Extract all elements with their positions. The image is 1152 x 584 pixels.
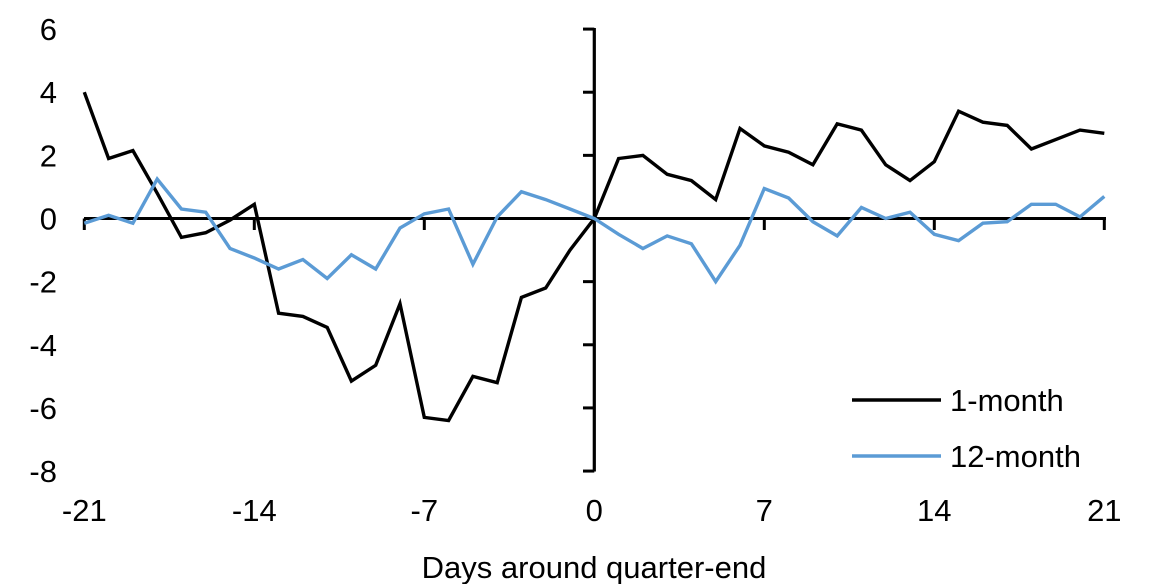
y-tick-label: -8 [29, 454, 57, 489]
x-tick-label: 0 [586, 493, 603, 528]
legend-item-12-month: 12-month [852, 439, 1081, 474]
y-tick-label: 2 [40, 138, 57, 173]
legend-label-12-month: 12-month [950, 439, 1081, 474]
legend-item-1-month: 1-month [852, 383, 1064, 418]
y-tick-label: -6 [29, 391, 57, 426]
series-lines [82, 91, 1106, 423]
y-tick-label: 0 [40, 202, 57, 237]
series-line-12-month [83, 175, 1106, 285]
y-tick-label: -2 [29, 265, 57, 300]
x-tick-label: 14 [917, 493, 951, 528]
x-tick-labels: -21 -14 -7 0 7 14 21 [62, 493, 1122, 528]
legend: 1-month 12-month [852, 383, 1081, 474]
y-tick-labels: 6 4 2 0 -2 -4 -6 -8 [29, 12, 57, 489]
x-tick-label: -21 [62, 493, 107, 528]
x-tick-label: -7 [411, 493, 439, 528]
x-axis-ticks [82, 218, 1106, 230]
x-axis-title: Days around quarter-end [422, 550, 767, 584]
x-tick-label: 7 [756, 493, 773, 528]
y-tick-label: 6 [40, 12, 57, 47]
legend-label-1-month: 1-month [950, 383, 1064, 418]
y-tick-label: 4 [40, 75, 57, 110]
x-tick-label: -14 [232, 493, 277, 528]
x-tick-label: 21 [1087, 493, 1121, 528]
y-axis-ticks [583, 27, 595, 473]
y-tick-label: -4 [29, 328, 57, 363]
